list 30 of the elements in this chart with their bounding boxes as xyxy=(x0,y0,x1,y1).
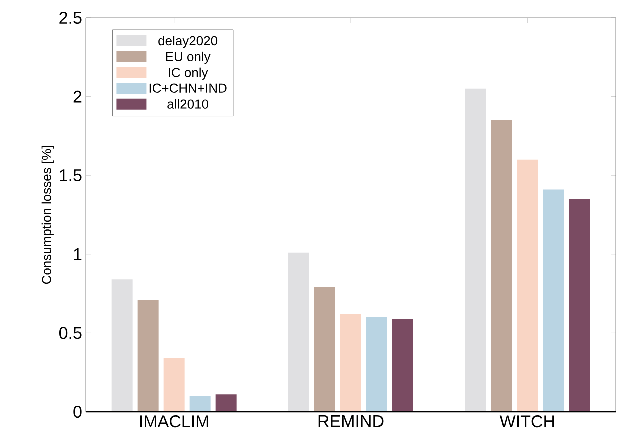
y-tick-label: 2 xyxy=(74,90,82,103)
legend-label: IC only xyxy=(169,68,208,80)
x-tick-label: REMIND xyxy=(318,416,384,428)
x-tick-label: WITCH xyxy=(500,416,554,428)
bar xyxy=(216,394,237,412)
bar xyxy=(465,88,486,412)
bar xyxy=(543,190,564,412)
bar xyxy=(340,314,362,412)
bar xyxy=(190,396,211,412)
x-tick-label: IMACLIM xyxy=(140,416,208,428)
bar xyxy=(569,199,590,412)
legend-label: all2010 xyxy=(168,99,209,109)
y-tick-label: 1 xyxy=(74,248,82,260)
bar xyxy=(392,319,414,412)
bar xyxy=(112,280,133,412)
y-axis-title: Consumption losses [%] xyxy=(42,146,54,284)
bar xyxy=(288,252,310,412)
legend-label: delay2020 xyxy=(158,36,218,48)
bar xyxy=(138,300,159,412)
bar xyxy=(314,288,336,412)
bar xyxy=(366,317,388,412)
legend-label: EU only xyxy=(166,52,211,64)
y-tick-label: 0 xyxy=(74,406,82,418)
bar xyxy=(517,160,538,412)
bar xyxy=(491,120,512,412)
y-tick-label: 1.5 xyxy=(60,170,82,182)
bar xyxy=(164,358,185,412)
legend-label: IC+CHN+IND xyxy=(150,84,227,93)
y-tick-label: 0.5 xyxy=(59,327,82,340)
y-tick-label: 2.5 xyxy=(60,12,82,24)
